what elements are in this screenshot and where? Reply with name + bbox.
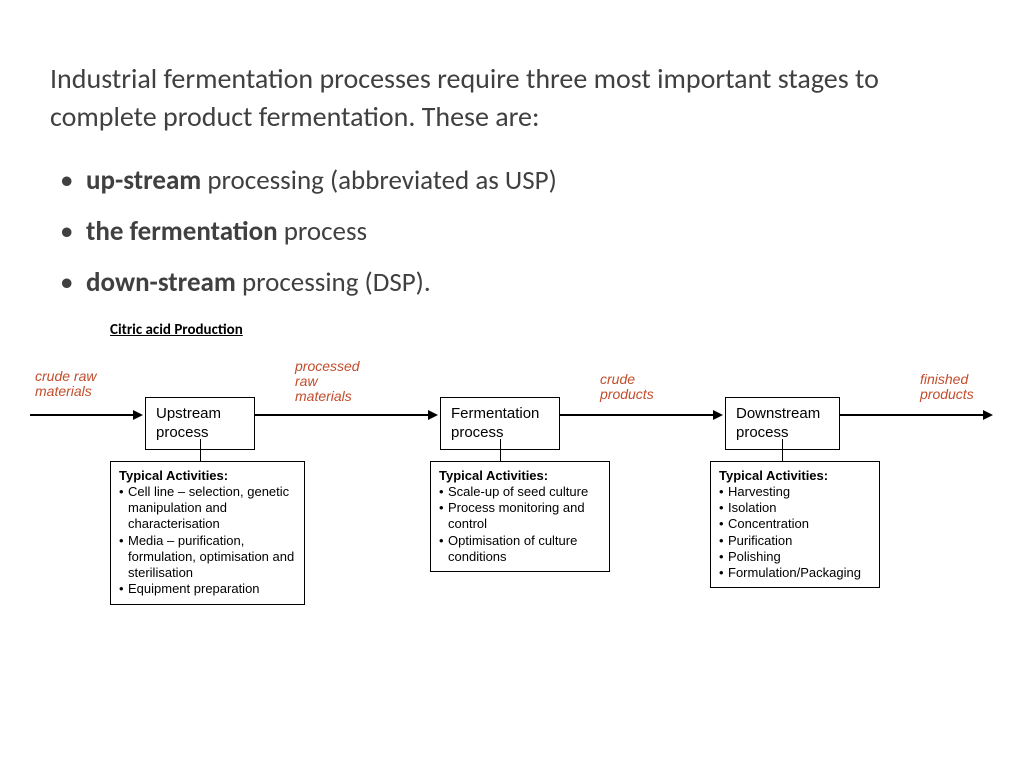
activity-header: Typical Activities: — [439, 468, 601, 484]
arrow-head-icon — [983, 410, 993, 420]
bullet-rest: processing (DSP). — [236, 266, 431, 299]
activity-item: Formulation/Packaging — [719, 565, 871, 581]
arrow-head-icon — [713, 410, 723, 420]
activity-item: Cell line – selection, genetic manipulat… — [119, 484, 296, 533]
connector-line — [500, 439, 501, 461]
bullet-item: the fermentation process — [50, 215, 974, 248]
connector-line — [782, 439, 783, 461]
activity-item: Concentration — [719, 516, 871, 532]
activity-item: Media – purification, formulation, optim… — [119, 533, 296, 582]
flow-label-crude-raw: crude rawmaterials — [35, 369, 96, 400]
bullet-bold: up-stream — [86, 164, 201, 197]
intro-text: Industrial fermentation processes requir… — [50, 60, 974, 136]
flow-diagram: crude rawmaterials processedrawmaterials… — [30, 359, 990, 639]
arrow-head-icon — [133, 410, 143, 420]
activity-item: Scale-up of seed culture — [439, 484, 601, 500]
activity-item: Equipment preparation — [119, 581, 296, 597]
flow-label-processed-raw: processedrawmaterials — [295, 359, 360, 405]
bullet-list: up-stream processing (abbreviated as USP… — [50, 164, 974, 299]
activity-box-downstream: Typical Activities: Harvesting Isolation… — [710, 461, 880, 589]
activity-item: Isolation — [719, 500, 871, 516]
bullet-bold: down-stream — [86, 266, 236, 299]
activity-box-fermentation: Typical Activities: Scale-up of seed cul… — [430, 461, 610, 573]
activity-item: Polishing — [719, 549, 871, 565]
flow-label-finished: finishedproducts — [920, 372, 974, 403]
diagram-title: Citric acid Production — [110, 321, 974, 339]
activity-box-upstream: Typical Activities: Cell line – selectio… — [110, 461, 305, 605]
arrow-head-icon — [428, 410, 438, 420]
arrow-segment — [560, 414, 715, 416]
activity-header: Typical Activities: — [719, 468, 871, 484]
arrow-segment — [30, 414, 135, 416]
bullet-bold: the fermentation — [86, 215, 278, 248]
activity-item: Harvesting — [719, 484, 871, 500]
arrow-segment — [840, 414, 985, 416]
activity-item: Process monitoring and control — [439, 500, 601, 533]
bullet-rest: process — [278, 215, 367, 248]
flow-label-crude-products: crudeproducts — [600, 372, 654, 403]
bullet-item: down-stream processing (DSP). — [50, 266, 974, 299]
arrow-segment — [255, 414, 430, 416]
connector-line — [200, 439, 201, 461]
bullet-item: up-stream processing (abbreviated as USP… — [50, 164, 974, 197]
activity-item: Purification — [719, 533, 871, 549]
activity-header: Typical Activities: — [119, 468, 296, 484]
bullet-rest: processing (abbreviated as USP) — [201, 164, 557, 197]
activity-item: Optimisation of culture conditions — [439, 533, 601, 566]
